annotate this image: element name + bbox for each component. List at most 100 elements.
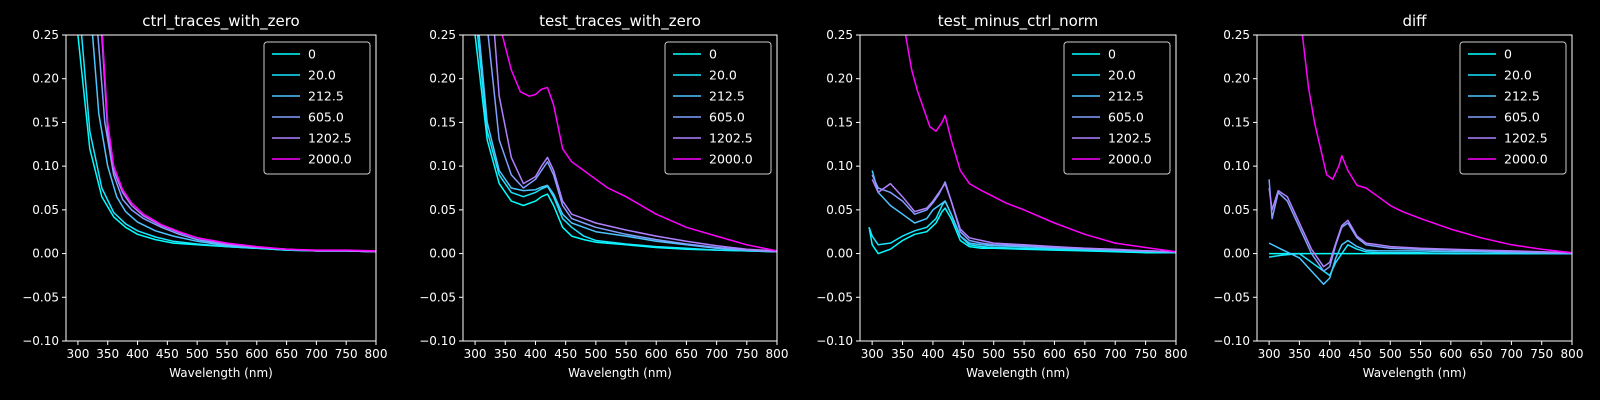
y-tick-label: 0.20 [1223,72,1250,86]
legend-label: 605.0 [1504,110,1540,125]
x-tick-label: 750 [335,347,358,361]
x-axis-label: Wavelength (nm) [1363,366,1467,380]
y-tick-label: −0.05 [22,290,59,304]
x-tick-label: 550 [1409,347,1432,361]
x-tick-label: 350 [891,347,914,361]
subplot-title: test_minus_ctrl_norm [938,12,1099,31]
legend-label: 0 [709,47,717,62]
x-tick-label: 350 [96,347,119,361]
x-tick-label: 450 [1349,347,1372,361]
x-tick-label: 300 [66,347,89,361]
x-tick-label: 650 [1073,347,1096,361]
x-tick-label: 350 [1288,347,1311,361]
x-tick-label: 800 [1165,347,1188,361]
series-line-1202.5 [1268,187,1572,268]
subplot-2: test_traces_with_zero 300 350 400 450 500 550 6… [419,12,788,380]
y-tick-label: 0.05 [32,203,59,217]
x-tick-label: 300 [861,347,884,361]
x-tick-label: 800 [365,347,388,361]
y-tick-label: 0.25 [32,28,59,42]
y-tick-label: −0.10 [419,334,456,348]
legend-label: 1202.5 [1504,131,1548,146]
legend-label: 20.0 [709,68,737,83]
subplot-1: ctrl_traces_with_zero 300 350 400 450 500 550 6… [22,12,388,380]
y-tick-label: 0.15 [429,115,456,129]
x-tick-label: 750 [1134,347,1157,361]
x-tick-label: 700 [1500,347,1523,361]
x-tick-label: 700 [705,347,728,361]
y-tick-label: −0.05 [816,290,853,304]
series-line-2000.0 [904,35,1176,253]
x-tick-label: 700 [305,347,328,361]
series-line-212.5 [871,170,1176,253]
x-tick-label: 350 [494,347,517,361]
y-tick-label: 0.05 [429,203,456,217]
x-tick-label: 450 [952,347,975,361]
series-group [868,35,1176,255]
x-tick-label: 650 [275,347,298,361]
y-tick-label: 0.25 [429,28,456,42]
series-line-20.0 [476,35,777,253]
legend: 0 20.0 212.5 605.0 1202.5 2000.0 [664,41,772,175]
series-group [1268,35,1572,285]
legend-label: 20.0 [308,68,336,83]
x-tick-label: 400 [921,347,944,361]
legend-label: 20.0 [1504,68,1532,83]
series-line-20.0 [1268,244,1572,277]
x-tick-label: 400 [1318,347,1341,361]
y-tick-label: 0.20 [429,72,456,86]
y-tick-label: 0.10 [1223,159,1250,173]
x-tick-label: 750 [735,347,758,361]
x-axis-label: Wavelength (nm) [169,366,273,380]
y-tick-label: 0.25 [826,28,853,42]
legend-label: 2000.0 [1504,152,1548,167]
y-tick-label: −0.10 [1213,334,1250,348]
x-tick-label: 500 [982,347,1005,361]
subplot-4: diff 300 350 400 450 500 550 600 650 700 750 800 −0.… [1213,12,1583,380]
series-line-1202.5 [871,178,1176,253]
y-tick-label: 0.00 [826,247,853,261]
x-tick-label: 650 [1470,347,1493,361]
y-tick-label: 0.10 [429,159,456,173]
series-group [77,35,376,253]
series-line-1202.5 [493,35,777,252]
x-tick-label: 600 [1043,347,1066,361]
series-line-2000.0 [101,35,376,252]
legend-label: 0 [308,47,316,62]
x-axis-label: Wavelength (nm) [966,366,1070,380]
legend-label: 2000.0 [1108,152,1152,167]
legend-label: 20.0 [1108,68,1136,83]
legend-label: 212.5 [1108,89,1144,104]
legend: 0 20.0 212.5 605.0 1202.5 2000.0 [263,41,371,175]
legend-label: 1202.5 [308,131,352,146]
legend-label: 0 [1108,47,1116,62]
legend-label: 2000.0 [709,152,753,167]
legend-label: 212.5 [709,89,745,104]
x-tick-label: 400 [524,347,547,361]
legend-label: 1202.5 [1108,131,1152,146]
x-tick-label: 300 [464,347,487,361]
x-tick-label: 800 [1561,347,1584,361]
x-tick-label: 700 [1104,347,1127,361]
y-tick-label: 0.15 [1223,115,1250,129]
y-tick-label: 0.20 [826,72,853,86]
x-tick-label: 300 [1258,347,1281,361]
y-tick-label: 0.15 [826,115,853,129]
y-tick-label: 0.00 [429,247,456,261]
x-tick-label: 450 [156,347,179,361]
y-tick-label: −0.05 [419,290,456,304]
legend: 0 20.0 212.5 605.0 1202.5 2000.0 [1063,41,1171,175]
axes-frame [65,34,377,342]
y-tick-label: −0.05 [1213,290,1250,304]
series-line-212.5 [1268,239,1572,285]
axes-frame [859,34,1177,342]
y-tick-label: 0.25 [1223,28,1250,42]
x-tick-label: 600 [245,347,268,361]
y-tick-label: −0.10 [22,334,59,348]
x-tick-label: 500 [186,347,209,361]
series-line-2000.0 [501,35,777,252]
legend-label: 605.0 [709,110,745,125]
x-tick-label: 600 [645,347,668,361]
x-tick-label: 550 [615,347,638,361]
